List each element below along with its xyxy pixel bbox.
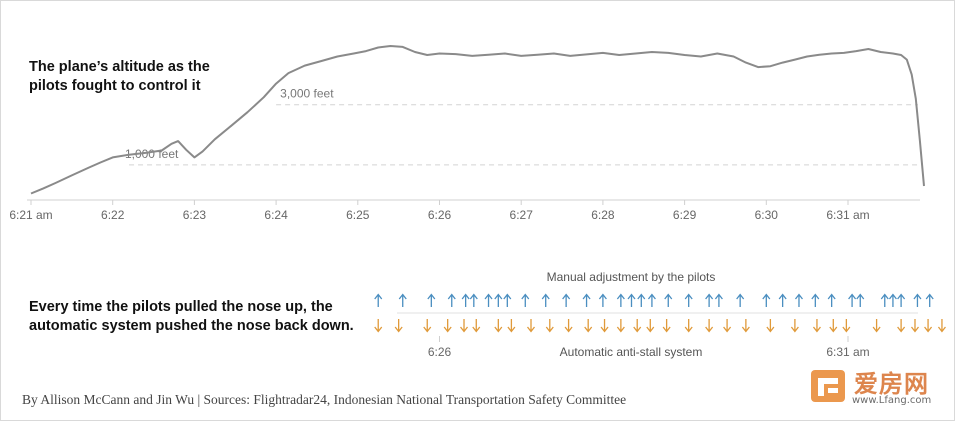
pilot-up-arrow	[827, 293, 836, 307]
pilot-up-arrow	[484, 293, 493, 307]
x-tick-label: 6:24	[264, 208, 288, 222]
events-x-tick-label: 6:31 am	[826, 345, 869, 359]
system-down-arrow	[937, 319, 946, 333]
x-tick-label: 6:28	[591, 208, 615, 222]
system-down-arrow	[842, 319, 851, 333]
system-down-arrow	[423, 319, 432, 333]
events-chart-title: Every time the pilots pulled the nose up…	[29, 299, 354, 334]
pilot-up-arrow	[856, 293, 865, 307]
x-tick-label: 6:21 am	[9, 208, 52, 222]
system-down-arrow	[646, 319, 655, 333]
adjustment-events-chart: Manual adjustment by the pilots Automatic…	[374, 270, 946, 359]
pilot-up-arrow	[714, 293, 723, 307]
pilot-up-arrow	[598, 293, 607, 307]
pilot-up-arrow	[461, 293, 470, 307]
system-down-arrow	[897, 319, 906, 333]
system-down-arrow	[600, 319, 609, 333]
pilot-up-arrow	[627, 293, 636, 307]
x-tick-label: 6:25	[346, 208, 370, 222]
x-tick-label: 6:26	[428, 208, 452, 222]
system-down-arrow	[494, 319, 503, 333]
system-down-arrow	[705, 319, 714, 333]
pilot-up-arrow	[705, 293, 714, 307]
pilot-up-arrow	[664, 293, 673, 307]
watermark-url: www.Lfang.com	[852, 395, 932, 406]
pilot-up-arrow	[888, 293, 897, 307]
pilot-up-arrow	[494, 293, 503, 307]
system-down-arrow	[584, 319, 593, 333]
pilot-up-arrow	[778, 293, 787, 307]
system-down-arrow	[564, 319, 573, 333]
system-down-arrow	[684, 319, 693, 333]
pilot-up-arrow	[427, 293, 436, 307]
reference-line-label: 3,000 feet	[280, 87, 334, 101]
system-down-arrow	[766, 319, 775, 333]
source-credit: By Allison McCann and Jin Wu | Sources: …	[22, 392, 627, 407]
pilot-up-arrow	[762, 293, 771, 307]
pilot-up-arrow	[562, 293, 571, 307]
system-down-arrow	[374, 319, 383, 333]
system-down-arrow	[459, 319, 469, 333]
altitude-chart-title: The plane’s altitude as the pilots fough…	[29, 59, 210, 94]
system-down-arrow	[526, 319, 536, 333]
pilot-up-arrow	[582, 293, 591, 307]
system-down-arrow	[924, 319, 933, 333]
x-tick-label: 6:22	[101, 208, 125, 222]
pilot-up-arrow	[447, 293, 456, 307]
altitude-chart: 6:21 am 6:22 6:23 6:24 6:25 6:26 6:27 6:28 6:29 6…	[9, 45, 925, 222]
x-tick-label: 6:29	[673, 208, 697, 222]
system-down-arrow	[633, 319, 642, 333]
x-tick-label: 6:30	[755, 208, 779, 222]
pilot-up-arrow	[684, 293, 693, 307]
system-down-arrow	[507, 319, 516, 333]
system-down-arrow	[910, 319, 920, 333]
pilot-up-arrow	[897, 293, 906, 307]
system-down-arrow	[616, 319, 625, 333]
lfang-logo-icon	[811, 370, 845, 402]
system-down-arrow	[723, 319, 732, 333]
x-tick-label: 6:31 am	[826, 208, 869, 222]
events-x-tick-label: 6:26	[428, 345, 452, 359]
pilot-up-arrow	[541, 293, 550, 307]
pilot-up-arrow	[374, 293, 383, 307]
pilot-up-arrow	[637, 293, 646, 307]
pilot-up-arrow	[503, 293, 512, 307]
pilot-up-arrow	[925, 293, 934, 307]
system-down-arrow	[545, 319, 554, 333]
pilot-up-arrow	[521, 293, 530, 307]
pilot-up-arrow	[398, 293, 407, 307]
system-down-arrow	[394, 319, 403, 333]
system-down-arrow	[812, 319, 821, 333]
system-down-arrow	[741, 319, 750, 333]
system-down-arrow	[472, 319, 481, 333]
system-down-arrow	[872, 319, 881, 333]
pilot-up-arrow	[880, 293, 889, 307]
pilot-up-arrow	[794, 293, 803, 307]
pilot-up-arrow	[811, 293, 820, 307]
system-down-arrow	[443, 319, 452, 333]
altitude-series-line	[30, 45, 925, 195]
system-down-arrow	[790, 319, 799, 333]
pilot-up-arrow	[647, 293, 656, 307]
pilot-up-arrow	[736, 293, 745, 307]
pilot-series-label: Manual adjustment by the pilots	[547, 270, 716, 284]
pilot-up-arrow	[469, 293, 478, 307]
x-tick-label: 6:23	[183, 208, 207, 222]
x-tick-label: 6:27	[510, 208, 534, 222]
system-down-arrow	[829, 319, 838, 333]
pilot-up-arrow	[848, 293, 857, 307]
watermark-brand: 爱房网	[854, 370, 929, 398]
reference-line-label: 1,000 feet	[125, 147, 179, 161]
system-down-arrow	[662, 319, 671, 333]
system-series-label: Automatic anti-stall system	[560, 345, 703, 359]
pilot-up-arrow	[616, 293, 625, 307]
pilot-up-arrow	[913, 293, 922, 307]
